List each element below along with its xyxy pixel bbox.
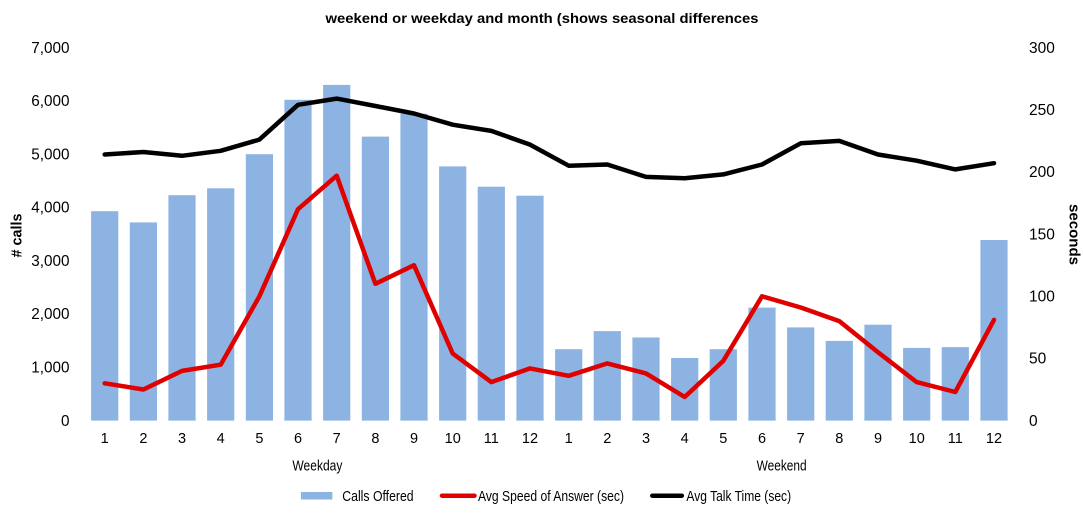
svg-text:# calls: # calls bbox=[8, 214, 25, 258]
svg-text:8: 8 bbox=[835, 431, 843, 447]
svg-text:2: 2 bbox=[139, 431, 147, 447]
svg-text:12: 12 bbox=[522, 431, 538, 447]
svg-text:200: 200 bbox=[1029, 164, 1055, 181]
svg-text:1,000: 1,000 bbox=[31, 360, 69, 377]
svg-text:Weekend: Weekend bbox=[757, 457, 807, 474]
svg-text:10: 10 bbox=[909, 431, 925, 447]
svg-text:1: 1 bbox=[101, 431, 109, 447]
svg-text:11: 11 bbox=[484, 431, 499, 447]
svg-text:50: 50 bbox=[1029, 351, 1047, 368]
svg-text:3: 3 bbox=[178, 431, 186, 447]
svg-text:9: 9 bbox=[410, 431, 418, 447]
svg-text:9: 9 bbox=[874, 431, 882, 447]
svg-text:3,000: 3,000 bbox=[31, 253, 69, 270]
svg-text:150: 150 bbox=[1029, 226, 1055, 243]
svg-text:12: 12 bbox=[986, 431, 1002, 447]
svg-text:0: 0 bbox=[1029, 413, 1038, 430]
svg-text:5: 5 bbox=[719, 431, 727, 447]
svg-text:6,000: 6,000 bbox=[31, 93, 69, 110]
svg-text:8: 8 bbox=[371, 431, 379, 447]
svg-text:7,000: 7,000 bbox=[31, 40, 69, 57]
svg-text:seconds: seconds bbox=[1065, 204, 1082, 265]
svg-text:4: 4 bbox=[217, 431, 225, 447]
svg-text:Avg Talk Time (sec): Avg Talk Time (sec) bbox=[686, 488, 791, 505]
svg-text:weekend or weekday and month (: weekend or weekday and month (shows seas… bbox=[324, 10, 758, 26]
svg-text:11: 11 bbox=[948, 431, 963, 447]
svg-text:7: 7 bbox=[333, 431, 341, 447]
svg-text:300: 300 bbox=[1029, 40, 1055, 57]
svg-text:5,000: 5,000 bbox=[31, 146, 69, 163]
svg-text:0: 0 bbox=[61, 413, 70, 430]
svg-text:6: 6 bbox=[294, 431, 302, 447]
svg-text:1: 1 bbox=[565, 431, 573, 447]
svg-text:6: 6 bbox=[758, 431, 766, 447]
svg-text:5: 5 bbox=[255, 431, 263, 447]
svg-text:4: 4 bbox=[681, 431, 689, 447]
svg-text:4,000: 4,000 bbox=[31, 200, 69, 217]
svg-text:Weekday: Weekday bbox=[292, 457, 342, 474]
svg-text:250: 250 bbox=[1029, 102, 1055, 119]
svg-text:10: 10 bbox=[445, 431, 461, 447]
svg-text:2,000: 2,000 bbox=[31, 306, 69, 323]
svg-text:Calls Offered: Calls Offered bbox=[342, 488, 413, 505]
svg-text:7: 7 bbox=[797, 431, 805, 447]
svg-text:2: 2 bbox=[603, 431, 611, 447]
svg-text:3: 3 bbox=[642, 431, 650, 447]
svg-text:100: 100 bbox=[1029, 289, 1055, 306]
svg-text:Avg Speed of Answer (sec): Avg Speed of Answer (sec) bbox=[478, 488, 624, 505]
